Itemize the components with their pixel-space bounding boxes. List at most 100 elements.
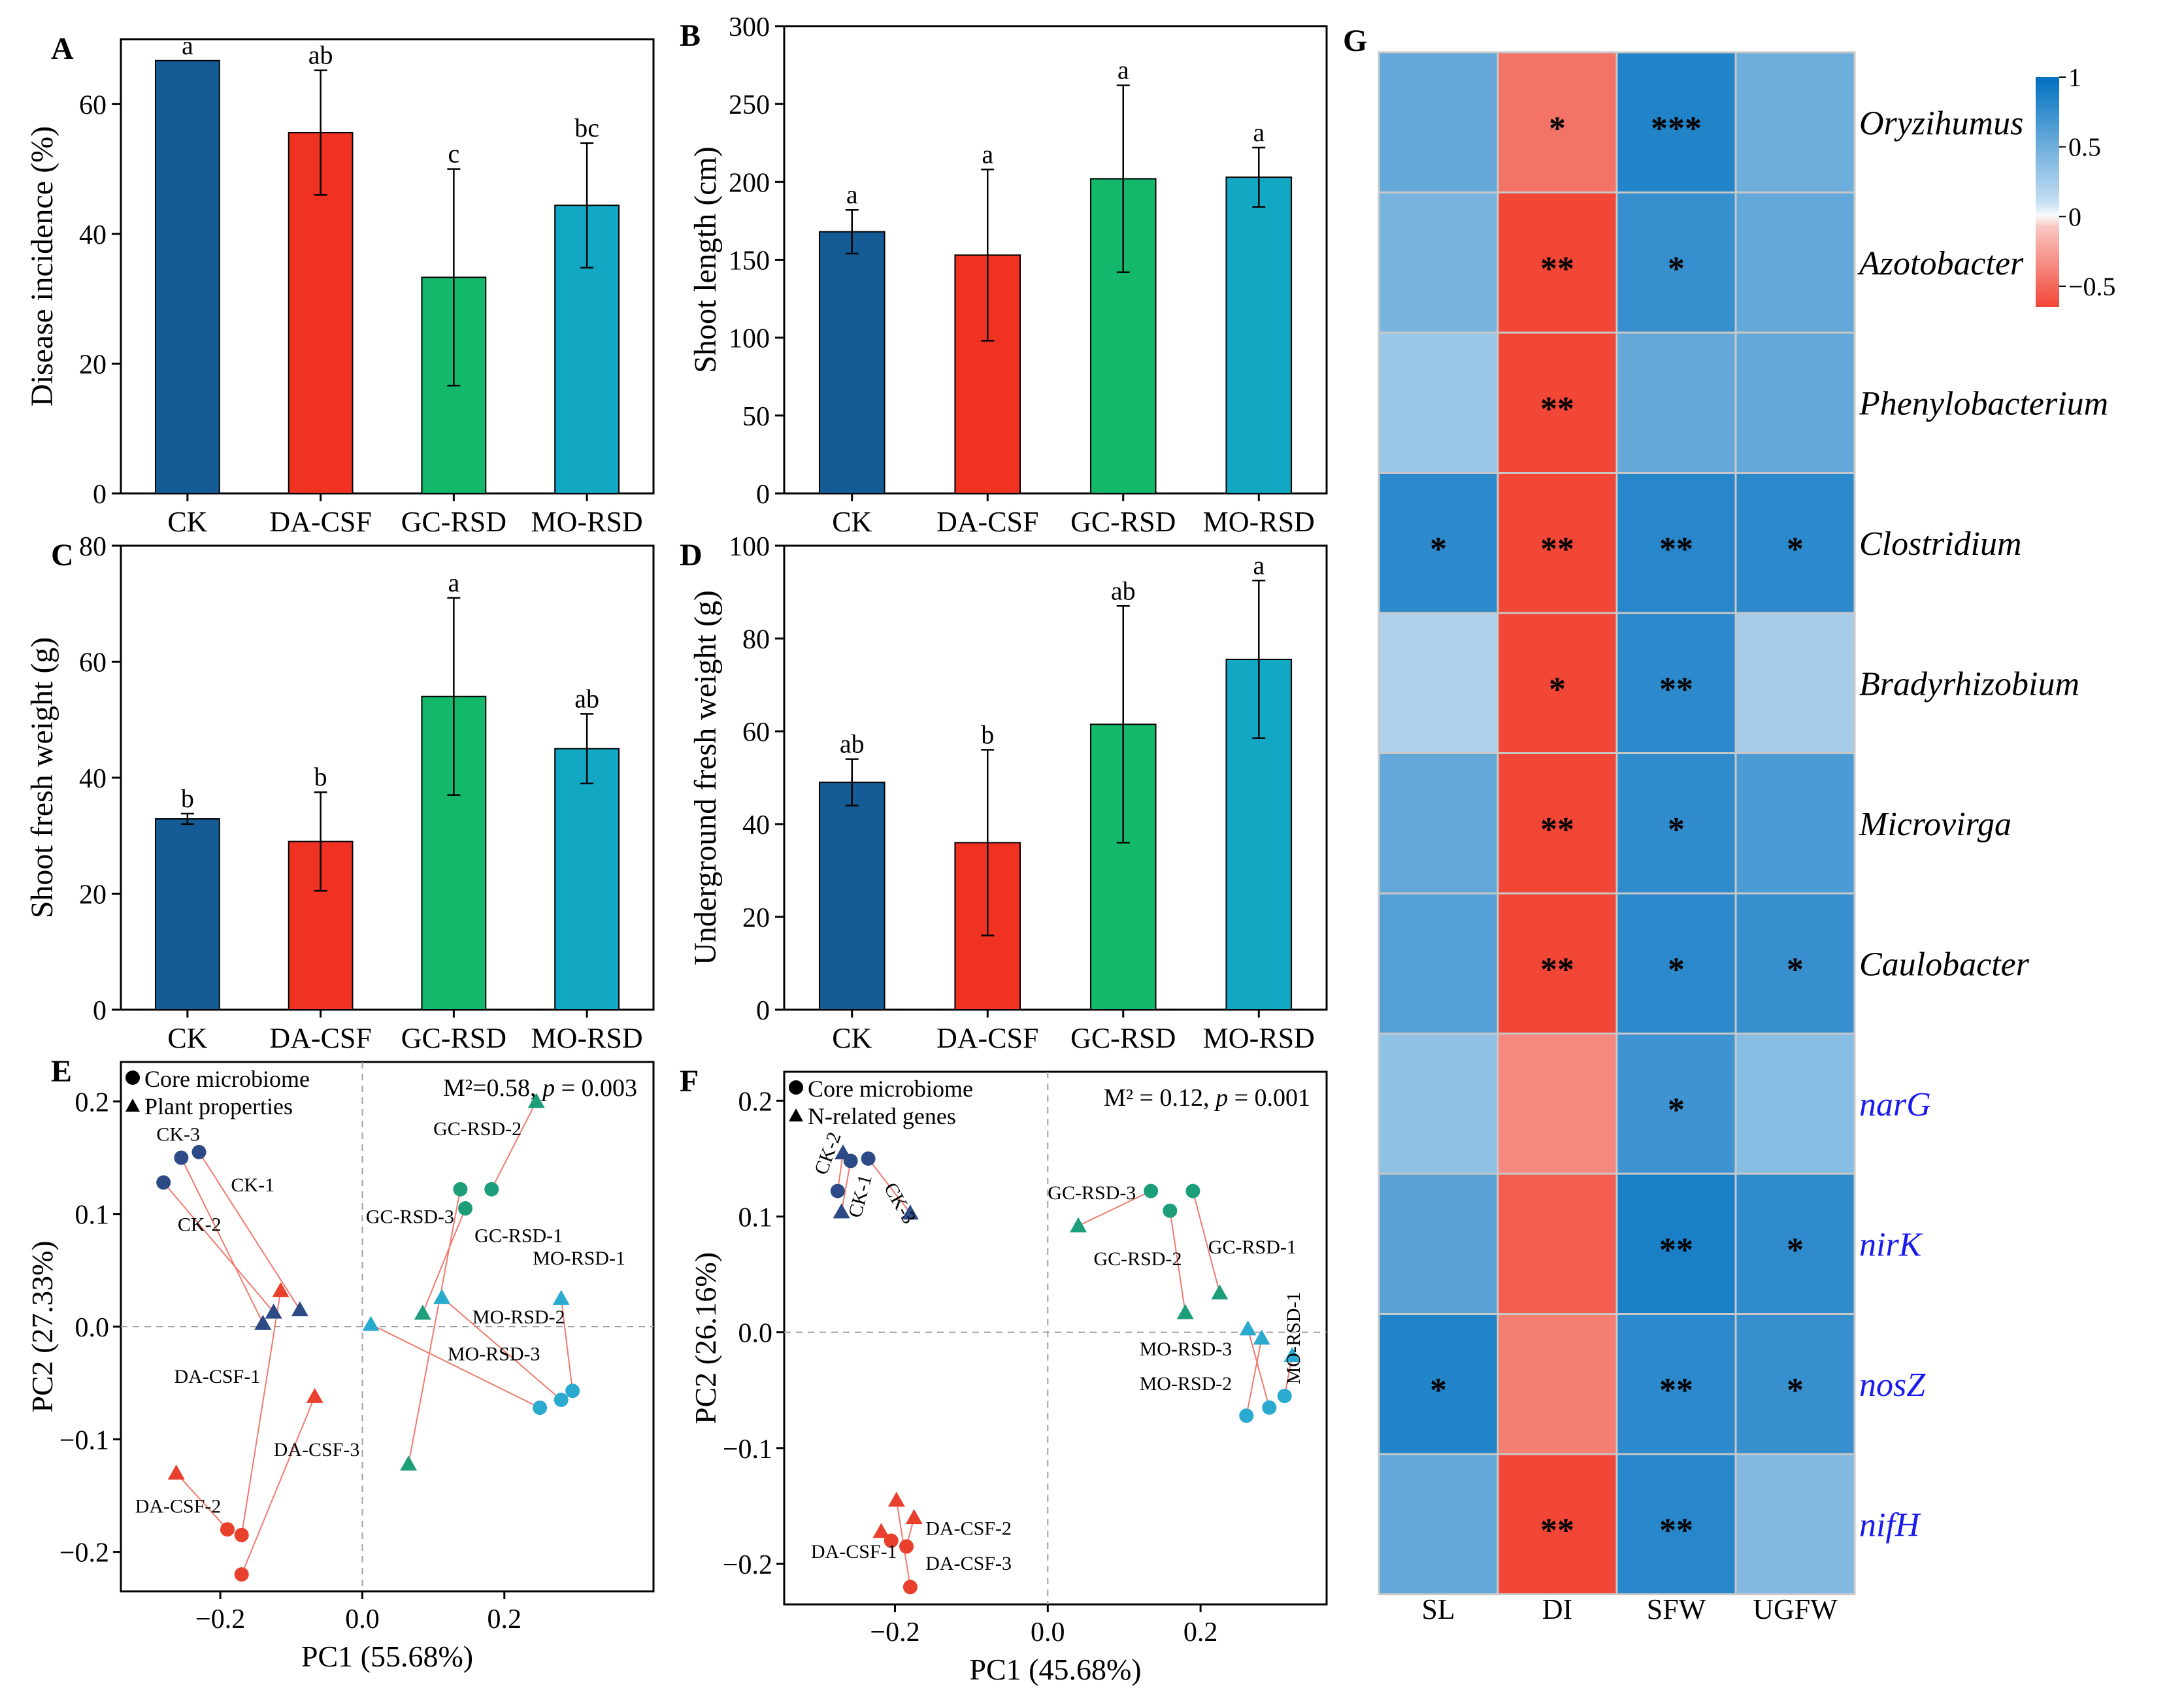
- legend-circle-marker: [125, 1070, 140, 1085]
- genus-row-label: Clostridium: [1859, 525, 2022, 563]
- property-point-DA-CSF-3: [887, 1491, 905, 1507]
- significance-stars: **: [1540, 531, 1574, 568]
- significance-letter: a: [846, 180, 858, 209]
- point-label: DA-CSF-2: [925, 1518, 1012, 1540]
- property-point-DA-CSF-3: [306, 1387, 323, 1403]
- y-tick-label: 20: [742, 903, 770, 933]
- procrustes-link: [371, 1323, 540, 1408]
- procrustes-link: [1247, 1329, 1270, 1408]
- x-tick-label: 0.0: [1031, 1617, 1065, 1648]
- y-tick-label: 60: [79, 90, 107, 120]
- heatmap-cell: [1378, 1172, 1499, 1315]
- bar-CK: [154, 818, 220, 1010]
- y-tick-label: 0: [756, 996, 770, 1026]
- y-tick-label: −0.2: [723, 1550, 772, 1580]
- procrustes-link: [1192, 1191, 1221, 1293]
- heatmap-column-label: SL: [1421, 1593, 1455, 1625]
- legend-circle-marker: [789, 1080, 803, 1095]
- property-point-CK-1: [291, 1301, 308, 1317]
- heatmap-cell: [1734, 612, 1856, 754]
- property-point-GC-RSD-1: [414, 1304, 431, 1320]
- procrustes-link: [1169, 1210, 1186, 1313]
- y-tick-label: 0.1: [75, 1201, 110, 1231]
- significance-letter: ab: [308, 41, 333, 70]
- microbiome-point-DA-CSF-3: [902, 1580, 918, 1595]
- legend-triangle-marker: [125, 1099, 140, 1112]
- microbiome-point-MO-RSD-1: [565, 1384, 580, 1399]
- point-label: DA-CSF-2: [135, 1495, 222, 1517]
- property-point-GC-RSD-3: [400, 1455, 418, 1471]
- significance-stars: *: [1668, 250, 1685, 288]
- procrustes-link: [198, 1152, 301, 1310]
- significance-stars: *: [1668, 951, 1685, 988]
- y-tick-label: 40: [79, 764, 107, 794]
- property-point-GC-RSD-2: [1176, 1304, 1194, 1319]
- genus-row-label: Caulobacter: [1859, 946, 2030, 983]
- y-tick-label: 250: [729, 90, 770, 120]
- x-tick-label: GC-RSD: [401, 1022, 506, 1054]
- heatmap-cell: [1497, 612, 1618, 754]
- heatmap-cell: [1378, 612, 1499, 754]
- point-label: MO-RSD-1: [1283, 1292, 1304, 1385]
- bar-CK: [154, 59, 220, 494]
- y-tick-label: 0: [93, 480, 107, 510]
- significance-stars: **: [1659, 671, 1693, 708]
- significance-letter: ab: [1111, 576, 1136, 605]
- microbiome-point-GC-RSD-1: [458, 1201, 473, 1216]
- significance-letter: a: [182, 31, 193, 60]
- x-tick-label: 0.2: [488, 1604, 522, 1634]
- microbiome-point-DA-CSF-3: [234, 1567, 249, 1582]
- procrustes-link: [176, 1472, 228, 1530]
- significance-stars: *: [1787, 531, 1804, 568]
- y-tick-label: 40: [79, 220, 107, 250]
- bar-chart-A: A 0 20 40 60 Disease incidence (%) a CK ab DA-CSF…: [25, 31, 655, 538]
- procrustes-link: [180, 1157, 264, 1324]
- x-tick-label: MO-RSD: [531, 506, 643, 538]
- x-tick-label: GC-RSD: [401, 506, 506, 538]
- x-tick-label: GC-RSD: [1070, 506, 1176, 538]
- procrustes-link: [1078, 1190, 1151, 1227]
- x-tick-label: GC-RSD: [1070, 1022, 1176, 1054]
- point-label: CK-3: [156, 1124, 200, 1146]
- y-tick-label: 0: [93, 996, 107, 1026]
- y-axis-label: Disease incidence (%): [25, 126, 59, 406]
- y-tick-label: −0.1: [723, 1434, 772, 1465]
- microbiome-point-MO-RSD-2: [554, 1393, 569, 1408]
- significance-stars: **: [1659, 1372, 1693, 1409]
- microbiome-point-MO-RSD-1: [1277, 1389, 1292, 1404]
- panel-letter: G: [1343, 24, 1367, 58]
- x-tick-label: MO-RSD: [1203, 506, 1315, 538]
- procrustes-link: [422, 1208, 466, 1314]
- x-tick-label: −0.2: [195, 1604, 245, 1634]
- point-label: DA-CSF-3: [925, 1553, 1012, 1574]
- microbiome-point-CK-1: [191, 1144, 207, 1159]
- panel-letter: C: [51, 538, 74, 572]
- heatmap-cell: [1615, 331, 1737, 474]
- heatmap-cell: [1615, 892, 1737, 1035]
- legend-label: Core microbiome: [144, 1066, 310, 1092]
- property-point-DA-CSF-1: [272, 1282, 290, 1297]
- genus-row-label: Oryzihumus: [1859, 105, 2023, 142]
- property-point-GC-RSD-1: [1211, 1284, 1229, 1300]
- significance-stars: *: [1787, 951, 1804, 988]
- point-label: GC-RSD-1: [1208, 1236, 1297, 1258]
- m2-value: M²=0.58,: [443, 1074, 542, 1102]
- genus-row-label: Phenylobacterium: [1859, 385, 2108, 422]
- heatmap-cell: [1734, 191, 1856, 334]
- genus-row-label: Microvirga: [1859, 806, 2011, 843]
- x-tick-label: CK: [832, 506, 872, 538]
- significance-letter: a: [1253, 550, 1265, 580]
- procrustes-chart-E: E −0.2 0.0 0.2 −0.2 −0.1 0.0 0.1 0.2 PC1 (55.68%)…: [25, 1054, 655, 1673]
- genus-row-label: Bradyrhizobium: [1859, 665, 2079, 703]
- x-axis-label: PC1 (45.68%): [969, 1653, 1141, 1686]
- microbiome-point-DA-CSF-2: [899, 1539, 914, 1554]
- significance-stars: **: [1540, 1512, 1574, 1549]
- heatmap-cell: [1734, 472, 1856, 614]
- property-point-DA-CSF-2: [167, 1465, 185, 1480]
- significance-letter: a: [1117, 56, 1129, 85]
- legend-label: N-related genes: [808, 1103, 956, 1129]
- property-point-DA-CSF-1: [872, 1523, 890, 1538]
- microbiome-point-DA-CSF-1: [234, 1527, 249, 1542]
- point-label: DA-CSF-1: [174, 1366, 261, 1387]
